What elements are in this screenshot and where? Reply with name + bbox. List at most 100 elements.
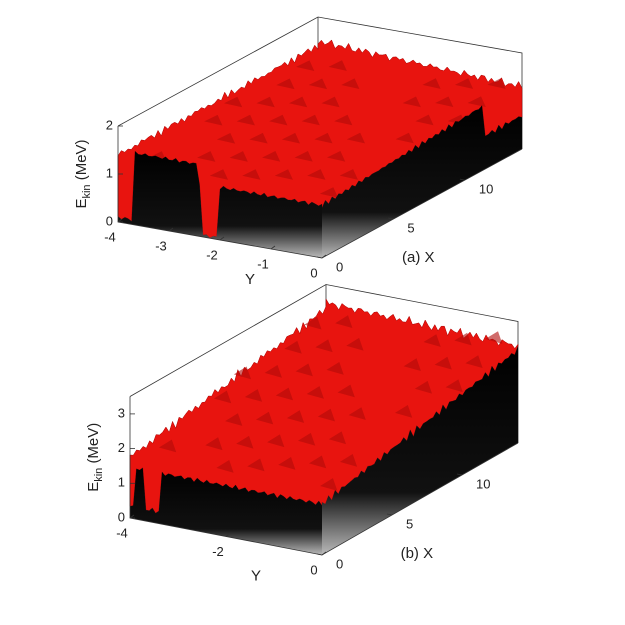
y-tick-label: -2 xyxy=(206,247,218,262)
surface-texture xyxy=(317,408,335,422)
y-tick xyxy=(168,227,174,232)
x-tick xyxy=(388,217,394,220)
z-label-sub: kin xyxy=(81,184,93,198)
z-label-sub: kin xyxy=(93,468,105,482)
surface-texture xyxy=(395,132,414,144)
z-tick-label: 2 xyxy=(106,117,113,132)
y-tick xyxy=(321,551,327,556)
surface-texture xyxy=(321,96,340,108)
y-tick-label: -4 xyxy=(104,229,116,244)
surface-texture xyxy=(395,405,413,418)
surface-texture xyxy=(334,114,353,126)
surface-texture xyxy=(289,96,308,108)
surface-texture xyxy=(233,366,251,380)
surface-texture xyxy=(197,151,216,162)
z-tick-label: 0 xyxy=(106,213,113,228)
z-axis-label: Ekin (MeV) xyxy=(85,423,105,492)
x-tick xyxy=(459,178,465,181)
x-axis-label: (b) X xyxy=(401,545,434,562)
surface-texture xyxy=(274,169,293,180)
surface-texture xyxy=(278,457,296,470)
surface-texture xyxy=(295,363,313,377)
surface-texture xyxy=(339,454,358,467)
surface-texture xyxy=(236,114,255,126)
surface-texture xyxy=(307,169,326,180)
surface-texture xyxy=(249,132,268,144)
surface-texture xyxy=(256,411,274,425)
surface-texture xyxy=(467,96,486,107)
surface-texture xyxy=(236,435,254,449)
surface-texture xyxy=(335,315,353,328)
surface-texture xyxy=(346,337,364,351)
x-tick xyxy=(316,553,323,556)
surface-texture xyxy=(262,151,281,162)
surface-texture xyxy=(264,365,282,378)
surface-texture xyxy=(205,437,223,451)
panel-label: (b) xyxy=(401,545,419,562)
z-tick-label: 2 xyxy=(118,440,125,455)
surface-texture xyxy=(315,339,333,353)
surface-texture xyxy=(269,114,288,126)
surface-texture xyxy=(455,78,474,89)
y-tick xyxy=(219,236,225,241)
x-tick-label: 10 xyxy=(479,182,493,197)
x-label: X xyxy=(425,249,435,266)
x-tick-label: 0 xyxy=(336,556,343,571)
surface-texture xyxy=(298,432,316,446)
surface-texture xyxy=(294,151,313,162)
surface-side xyxy=(322,105,522,259)
surface-texture xyxy=(308,78,327,90)
surface-texture xyxy=(485,331,503,344)
surface-texture xyxy=(314,132,333,144)
surface-texture xyxy=(319,187,339,198)
surface-texture xyxy=(224,96,243,108)
surface-texture xyxy=(225,413,243,426)
y-tick xyxy=(129,514,135,519)
x-tick xyxy=(316,256,323,259)
y-tick-label: 0 xyxy=(310,562,317,577)
y-tick-label: -1 xyxy=(257,256,269,271)
surface-texture xyxy=(309,455,327,469)
surface-texture xyxy=(247,458,265,472)
surface-texture xyxy=(320,478,338,491)
surface-texture xyxy=(348,407,366,420)
surface-texture xyxy=(244,389,263,402)
y-tick xyxy=(117,218,123,223)
z-tick-label: 1 xyxy=(118,475,125,490)
surface-texture xyxy=(256,96,275,108)
surface-texture xyxy=(341,78,360,89)
x-tick-label: 5 xyxy=(407,221,414,236)
surface-texture xyxy=(346,132,365,144)
y-tick-label: -2 xyxy=(212,544,224,559)
x-tick xyxy=(386,513,393,516)
surface-texture xyxy=(328,431,346,445)
surface-texture xyxy=(414,380,432,394)
surface-texture xyxy=(445,379,463,393)
z-tick-label: 3 xyxy=(118,405,125,420)
surface-texture xyxy=(337,384,355,398)
surface-front xyxy=(118,151,322,258)
y-axis-label: Y xyxy=(245,271,255,288)
z-label-unit: (MeV) xyxy=(73,139,90,184)
y-tick xyxy=(270,245,276,250)
surface-texture xyxy=(216,460,234,473)
surface-texture xyxy=(276,78,295,90)
x-tick-label: 0 xyxy=(336,259,343,274)
surface-texture xyxy=(275,387,293,401)
surface-front xyxy=(130,467,322,555)
surface-texture xyxy=(326,362,344,375)
surface-texture xyxy=(434,356,452,370)
y-tick xyxy=(321,254,327,259)
surface-texture xyxy=(423,334,441,347)
surface-texture xyxy=(284,340,302,354)
surface-texture xyxy=(465,355,483,368)
z-tick-label: 1 xyxy=(106,165,113,180)
panel-label: (a) xyxy=(402,249,420,266)
surface-texture xyxy=(403,358,421,371)
surface-texture xyxy=(402,96,421,108)
z-tick-label: 0 xyxy=(118,509,125,524)
surface-texture xyxy=(267,434,285,448)
surface-side xyxy=(322,345,518,555)
surface-texture xyxy=(286,410,305,423)
